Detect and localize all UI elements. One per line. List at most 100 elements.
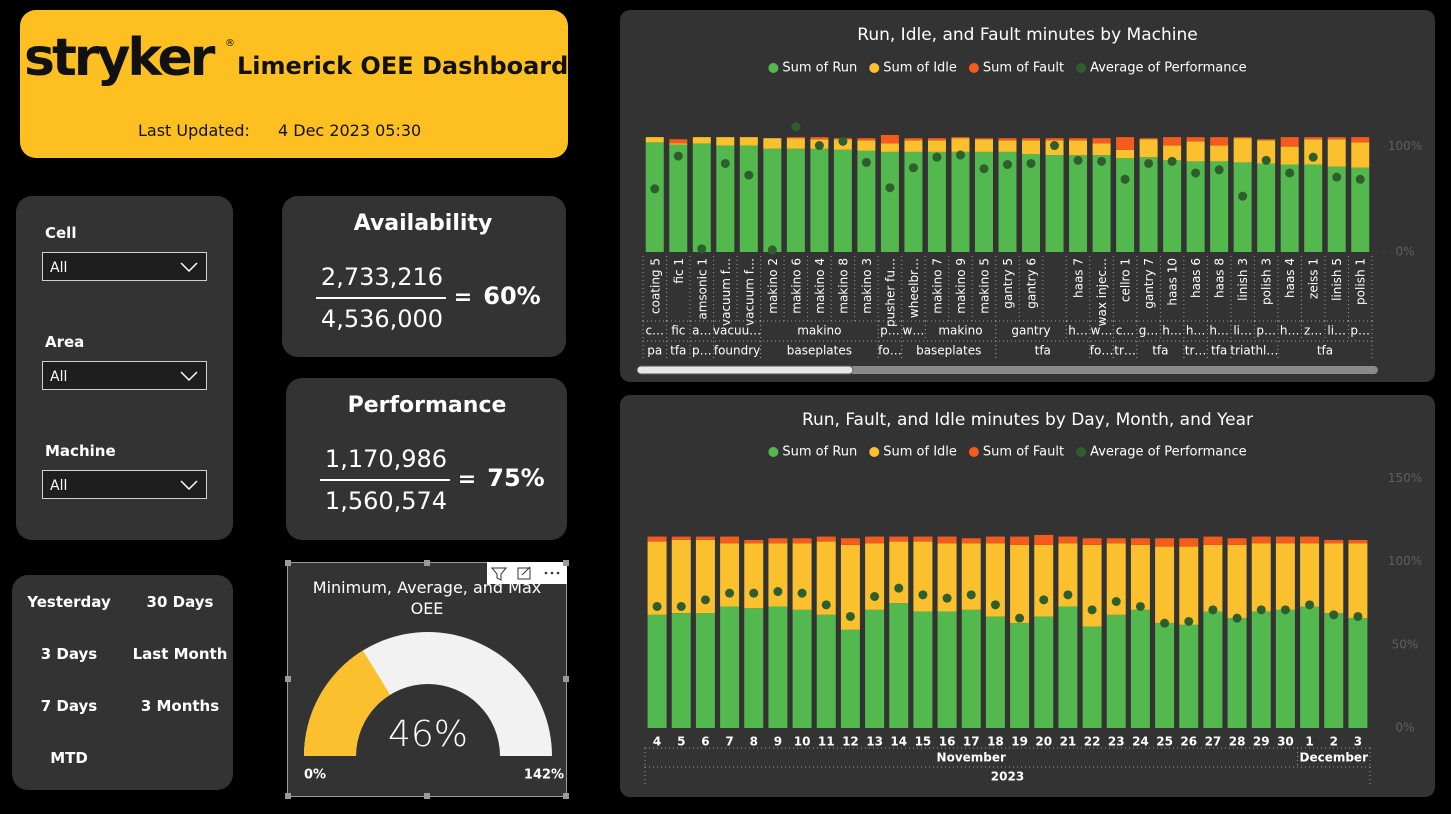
x-tick-label: amsonic 1 <box>695 258 709 320</box>
slicer-label: Cell <box>45 224 77 242</box>
bar-segment <box>865 609 885 728</box>
legend-marker <box>869 63 880 73</box>
performance-dot <box>697 244 707 254</box>
bar-segment <box>1045 155 1064 252</box>
group-label: baseplates <box>787 344 852 358</box>
bar-segment <box>695 539 715 614</box>
x-tick-label: polish 3 <box>1260 258 1274 305</box>
y-tick-label: 100% <box>1388 554 1422 568</box>
bar-segment <box>1010 536 1030 545</box>
performance-dot <box>1144 158 1154 168</box>
bar-segment <box>1251 611 1271 728</box>
bar-segment <box>998 138 1017 141</box>
group-label: tfa <box>1152 344 1168 358</box>
bar-segment <box>739 137 758 146</box>
date-button[interactable]: Last Month <box>132 645 228 663</box>
bar-segment <box>1092 138 1111 144</box>
legend-label: Sum of Run <box>782 61 857 76</box>
bar-segment <box>1179 624 1199 728</box>
bar-segment <box>1251 543 1271 612</box>
bar-segment <box>889 603 909 728</box>
x-tick-label: 30 <box>1277 735 1294 749</box>
more-dot[interactable] <box>556 571 560 575</box>
bar-segment <box>816 614 836 728</box>
chart-title: Run, Fault, and Idle minutes by Day, Mon… <box>802 410 1253 430</box>
card-title: Availability <box>354 211 493 236</box>
x-tick-label: gantry 7 <box>1142 258 1156 309</box>
legend-label: Sum of Fault <box>983 61 1064 76</box>
performance-dot <box>744 170 754 180</box>
group-label: a… <box>692 324 711 338</box>
focus-arrow <box>521 566 531 576</box>
x-tick-label: 27 <box>1205 735 1222 749</box>
toolbar-bg <box>487 562 567 584</box>
bar-segment <box>927 151 946 252</box>
performance-dot <box>845 611 855 621</box>
date-button[interactable]: 7 Days <box>40 697 98 715</box>
filter-icon[interactable] <box>490 567 508 581</box>
bar-segment <box>1275 543 1295 610</box>
bar-segment <box>998 151 1017 252</box>
y-tick-label: 0% <box>1395 721 1414 735</box>
canvas-svg: Performance 1,170,986 1,560,574 = 75% <box>320 393 545 515</box>
more-dot[interactable] <box>544 571 548 575</box>
scrollbar-thumb[interactable] <box>636 365 854 375</box>
group-label: h… <box>1280 324 1300 338</box>
selection-handle <box>424 793 430 799</box>
chevron-icon <box>180 371 198 381</box>
date-button[interactable]: 3 Months <box>140 697 220 715</box>
bar-segment <box>1069 140 1088 156</box>
bar-segment <box>1116 158 1135 252</box>
group-label: tfa <box>1211 344 1227 358</box>
bar-segment <box>857 140 876 151</box>
dropdown[interactable]: All <box>42 470 207 499</box>
bar-segment <box>1034 534 1054 545</box>
date-button[interactable]: Yesterday <box>27 593 111 611</box>
bar-segment <box>1092 155 1111 252</box>
bar-segment <box>720 543 740 607</box>
bar-segment <box>1163 145 1182 161</box>
x-tick-label: gantry 6 <box>1025 258 1039 309</box>
date-button[interactable]: 30 Days <box>146 593 214 611</box>
x-tick-label: zeiss 1 <box>1307 258 1321 299</box>
bar-segment <box>974 138 993 140</box>
bar-segment <box>1163 160 1182 252</box>
x-tick-label: 22 <box>1084 735 1101 749</box>
bar-segment <box>1227 544 1247 619</box>
bar-segment <box>720 606 740 728</box>
logo-mark: ® <box>225 38 235 49</box>
performance-dot <box>1238 191 1248 201</box>
x-tick-label: 8 <box>750 735 758 749</box>
bar-segment <box>927 138 946 141</box>
bar-segment <box>951 138 970 152</box>
x-tick-label: coating 5 <box>648 258 662 314</box>
bar-segment <box>1034 616 1054 728</box>
bar-segment <box>880 151 899 252</box>
x-tick-label: makino 6 <box>789 258 803 314</box>
bar-segment <box>961 538 981 544</box>
dropdown[interactable]: All <box>42 361 207 390</box>
performance-dot <box>1003 160 1012 170</box>
more-dot[interactable] <box>550 571 554 575</box>
date-button[interactable]: MTD <box>50 749 88 767</box>
focus-icon[interactable] <box>517 567 531 580</box>
dropdown[interactable]: All <box>42 252 207 281</box>
bar-segment <box>1257 140 1276 164</box>
bar-segment <box>744 543 764 609</box>
group-label: tfa <box>1317 344 1333 358</box>
x-tick-label: makino 5 <box>977 258 991 314</box>
x-tick-label: linish 3 <box>1236 258 1250 301</box>
canvas-svg: 46% 0% 142% <box>285 560 569 799</box>
x-tick-label: haas 10 <box>1166 258 1180 306</box>
bar-segment <box>1139 138 1158 140</box>
group-label: li… <box>1327 324 1346 338</box>
date-button[interactable]: 3 Days <box>40 645 98 663</box>
bar-segment <box>1210 137 1229 146</box>
bar-segment <box>840 538 860 545</box>
bar-segment <box>1045 138 1064 141</box>
x-tick-label: makino 9 <box>954 258 968 314</box>
bar-segment <box>816 536 836 542</box>
updated-label: Last Updated: <box>138 121 250 140</box>
performance-dot <box>1308 152 1318 162</box>
performance-dot <box>1015 613 1025 623</box>
